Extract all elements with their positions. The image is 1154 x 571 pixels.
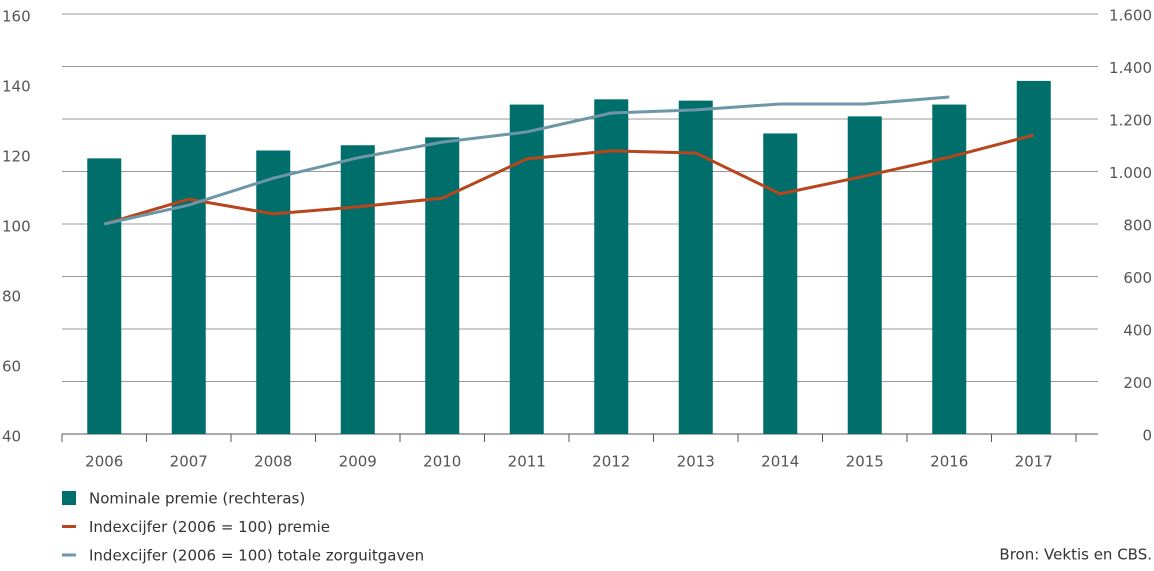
y2-tick-label: 1.200 (1109, 112, 1152, 130)
y2-tick-label: 400 (1123, 322, 1152, 340)
bar (594, 99, 629, 434)
x-tick-label: 2013 (677, 453, 715, 471)
y-tick-label: 120 (2, 148, 31, 166)
bar (340, 145, 375, 434)
bar (763, 133, 798, 434)
line (103, 95, 950, 226)
y2-tick-label: 0 (1142, 427, 1152, 445)
x-tick-label: 2014 (761, 453, 799, 471)
legend-label: Indexcijfer (2006 = 100) premie (89, 518, 330, 536)
legend-label: Indexcijfer (2006 = 100) totale zorguitg… (89, 547, 424, 565)
x-tick-label: 2009 (339, 453, 377, 471)
y-tick-label: 140 (2, 78, 31, 96)
y-tick-label: 80 (2, 288, 21, 306)
x-tick-label: 2015 (846, 453, 884, 471)
x-tick-label: 2016 (930, 453, 968, 471)
y2-tick-label: 600 (1123, 269, 1152, 287)
bar (425, 137, 460, 434)
y2-tick-label: 1.000 (1109, 164, 1152, 182)
x-tick-label: 2010 (423, 453, 461, 471)
bar (509, 104, 544, 434)
y-tick-label: 160 (2, 8, 31, 26)
x-tick-label: 2007 (170, 453, 208, 471)
legend: Nominale premie (rechteras) Indexcijfer (… (62, 490, 424, 565)
legend-label: Nominale premie (rechteras) (89, 490, 305, 508)
y2-tick-label: 1.600 (1109, 7, 1152, 25)
y-tick-label: 100 (2, 218, 31, 236)
x-tick-label: 2006 (85, 453, 123, 471)
y-tick-label: 40 (2, 428, 21, 446)
y2-tick-label: 200 (1123, 374, 1152, 392)
bar (1016, 80, 1051, 434)
line (103, 133, 1035, 226)
x-tick-label: 2012 (592, 453, 630, 471)
y-tick-label: 60 (2, 358, 21, 376)
x-tick-label: 2008 (254, 453, 292, 471)
bar (171, 134, 206, 434)
y2-tick-label: 800 (1123, 217, 1152, 235)
bar (847, 116, 882, 434)
x-tick-label: 2011 (508, 453, 546, 471)
bar (678, 100, 713, 434)
bar (256, 150, 291, 434)
y2-tick-label: 1.400 (1109, 59, 1152, 77)
source: Bron: Vektis en CBS. (999, 546, 1152, 564)
bar (87, 158, 122, 434)
legend-swatch (62, 491, 76, 505)
x-tick-label: 2017 (1015, 453, 1053, 471)
